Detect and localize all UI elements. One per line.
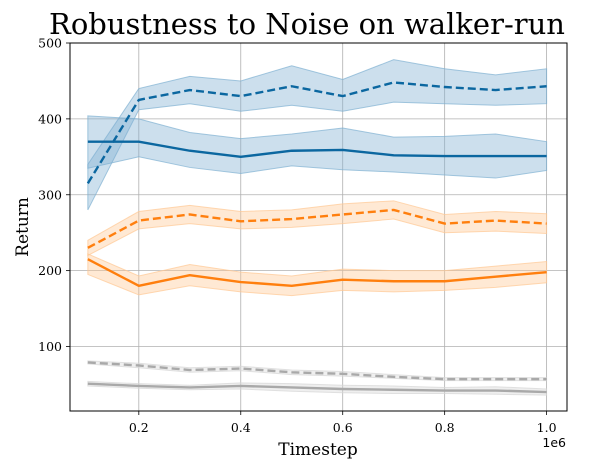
- series-0-band: [87, 59, 548, 211]
- y-tick-label: 500: [38, 36, 62, 51]
- y-tick-label: 400: [38, 111, 62, 126]
- chart-title: Robustness to Noise on walker-run: [49, 7, 565, 41]
- y-axis-ticks: 100 200 300 400 500: [38, 36, 70, 354]
- y-axis-label: Return: [13, 197, 33, 257]
- x-axis-label: Timestep: [278, 440, 358, 460]
- x-offset-label: 1e6: [542, 435, 566, 450]
- confidence-bands: [87, 59, 548, 396]
- x-tick-label: 1.0: [537, 420, 557, 435]
- y-tick-label: 200: [38, 263, 62, 278]
- series-lines: [86, 81, 547, 394]
- y-tick-label: 100: [38, 339, 62, 354]
- x-tick-label: 0.2: [129, 420, 149, 435]
- y-tick-label: 300: [38, 187, 62, 202]
- series-3-band: [87, 253, 548, 297]
- x-axis-ticks: 0.2 0.4 0.6 0.8 1.0: [129, 411, 557, 435]
- series-5-line: [87, 382, 547, 394]
- series-4-line: [87, 361, 547, 381]
- series-1-band: [87, 115, 548, 179]
- series-2-band: [87, 200, 548, 257]
- series-3-line: [87, 258, 547, 288]
- x-tick-label: 0.4: [231, 420, 251, 435]
- series-1-line: [87, 140, 547, 159]
- series-0-line: [86, 81, 547, 184]
- x-tick-label: 0.8: [435, 420, 455, 435]
- series-4-band: [87, 360, 548, 382]
- x-tick-label: 0.6: [333, 420, 353, 435]
- plot-frame: [69, 42, 568, 412]
